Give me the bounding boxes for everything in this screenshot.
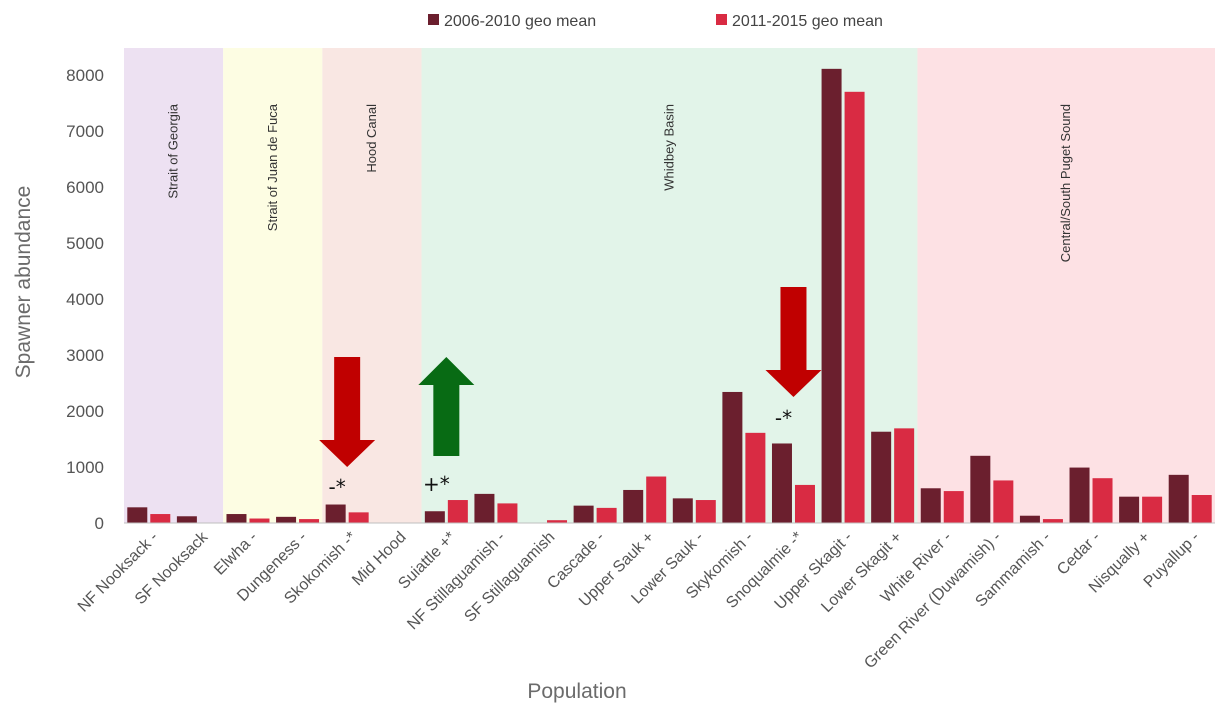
y-tick-label-6000: 6000 bbox=[66, 178, 104, 197]
bar-upper-skagit-2011-2015 bbox=[844, 91, 865, 524]
region-label-strait-of-georgia: Strait of Georgia bbox=[166, 103, 181, 198]
bar-suiattle-2006-2010 bbox=[424, 511, 445, 523]
y-tick-label-7000: 7000 bbox=[66, 122, 104, 141]
bar-skykomish-2011-2015 bbox=[745, 432, 766, 523]
bar-lower-skagit-2011-2015 bbox=[894, 428, 915, 523]
bar-skykomish-2006-2010 bbox=[722, 391, 743, 523]
significance-mark-suiattle: +* bbox=[423, 472, 450, 496]
x-axis-ticks: NF Nooksack -SF Nooksack Elwha -Dungeness… bbox=[75, 528, 1203, 672]
bar-upper-sauk-2011-2015 bbox=[646, 476, 667, 523]
bar-nf-nooksack-2011-2015 bbox=[150, 514, 171, 523]
bar-nisqually-2011-2015 bbox=[1142, 496, 1163, 523]
bar-white-river-2006-2010 bbox=[920, 488, 941, 523]
bar-skokomish-2006-2010 bbox=[325, 504, 346, 523]
bar-snoqualmie-2011-2015 bbox=[794, 484, 815, 523]
bar-green-river-duwamish-2011-2015 bbox=[993, 480, 1014, 523]
bar-white-river-2011-2015 bbox=[943, 491, 964, 523]
bar-lower-skagit-2006-2010 bbox=[871, 431, 892, 523]
bar-nf-stillaguamish-2011-2015 bbox=[497, 503, 518, 523]
bar-dungeness-2006-2010 bbox=[276, 516, 297, 523]
down-arrow-skokomish bbox=[319, 357, 376, 467]
region-label-whidbey-basin: Whidbey Basin bbox=[662, 104, 677, 191]
bar-green-river-duwamish-2006-2010 bbox=[970, 455, 991, 523]
y-tick-label-2000: 2000 bbox=[66, 402, 104, 421]
bar-upper-skagit-2006-2010 bbox=[821, 68, 842, 523]
legend: 2006-2010 geo mean 2011-2015 geo mean bbox=[428, 13, 883, 30]
annotations: -* +* -* bbox=[319, 287, 822, 499]
x-axis-title: Population bbox=[527, 680, 626, 703]
y-tick-label-4000: 4000 bbox=[66, 290, 104, 309]
bar-sammamish-2011-2015 bbox=[1042, 519, 1063, 523]
region-label-strait-of-juan-de-fuca: Strait of Juan de Fuca bbox=[265, 103, 280, 231]
bar-elwha-2006-2010 bbox=[226, 514, 247, 523]
y-tick-label-0: 0 bbox=[95, 514, 104, 533]
bar-skokomish-2011-2015 bbox=[348, 512, 369, 523]
legend-swatch-2011-2015 bbox=[716, 14, 727, 25]
bar-sammamish-2006-2010 bbox=[1019, 515, 1040, 523]
down-arrow-snoqualmie bbox=[765, 287, 822, 397]
significance-mark-snoqualmie: -* bbox=[775, 406, 792, 430]
bar-sf-stillaguamish-2011-2015 bbox=[547, 520, 568, 523]
bar-cedar-2011-2015 bbox=[1092, 478, 1113, 523]
bar-nf-stillaguamish-2006-2010 bbox=[474, 493, 495, 523]
legend-label-2011-2015: 2011-2015 geo mean bbox=[732, 13, 883, 30]
bar-cascade-2006-2010 bbox=[573, 505, 594, 523]
region-band-strait-of-georgia bbox=[124, 48, 224, 523]
bar-nisqually-2006-2010 bbox=[1119, 496, 1140, 523]
y-tick-label-5000: 5000 bbox=[66, 234, 104, 253]
y-tick-label-8000: 8000 bbox=[66, 66, 104, 85]
region-band-strait-of-juan-de-fuca bbox=[223, 48, 323, 523]
bar-puyallup-2011-2015 bbox=[1191, 495, 1212, 523]
bar-lower-sauk-2011-2015 bbox=[695, 500, 716, 523]
region-bands: Strait of Georgia Strait of Juan de Fuca H… bbox=[124, 48, 1215, 523]
bar-upper-sauk-2006-2010 bbox=[623, 489, 644, 523]
significance-mark-skokomish: -* bbox=[329, 475, 346, 499]
bar-puyallup-2006-2010 bbox=[1168, 474, 1189, 523]
x-tick-label-sf-stillaguamish: SF Stillaguamish bbox=[461, 529, 558, 626]
y-tick-label-1000: 1000 bbox=[66, 458, 104, 477]
region-label-central-south-puget-sound: Central/South Puget Sound bbox=[1058, 104, 1073, 262]
bar-nf-nooksack-2006-2010 bbox=[127, 507, 148, 523]
x-tick-label-elwha: Elwha - bbox=[211, 529, 261, 579]
legend-label-2006-2010: 2006-2010 geo mean bbox=[444, 13, 596, 30]
bar-cascade-2011-2015 bbox=[596, 507, 617, 523]
region-label-hood-canal: Hood Canal bbox=[364, 104, 379, 173]
bar-lower-sauk-2006-2010 bbox=[672, 498, 693, 523]
bar-sf-nooksack-2006-2010 bbox=[176, 516, 197, 523]
y-tick-label-3000: 3000 bbox=[66, 346, 104, 365]
bar-marks bbox=[127, 68, 1212, 524]
bar-elwha-2011-2015 bbox=[249, 518, 270, 523]
y-axis-title: Spawner abundance bbox=[12, 186, 35, 379]
up-arrow-suiattle bbox=[418, 357, 475, 456]
bar-suiattle-2011-2015 bbox=[447, 500, 468, 523]
bar-cedar-2006-2010 bbox=[1069, 467, 1090, 523]
legend-swatch-2006-2010 bbox=[428, 14, 439, 25]
y-axis-ticks: 0 1000 2000 3000 4000 5000 6000 7000 8000 bbox=[66, 66, 104, 533]
region-band-central-south-puget-sound bbox=[917, 48, 1215, 523]
bar-dungeness-2011-2015 bbox=[299, 519, 320, 523]
x-tick-label-cedar: Cedar - bbox=[1054, 529, 1104, 579]
bar-snoqualmie-2006-2010 bbox=[771, 443, 792, 523]
